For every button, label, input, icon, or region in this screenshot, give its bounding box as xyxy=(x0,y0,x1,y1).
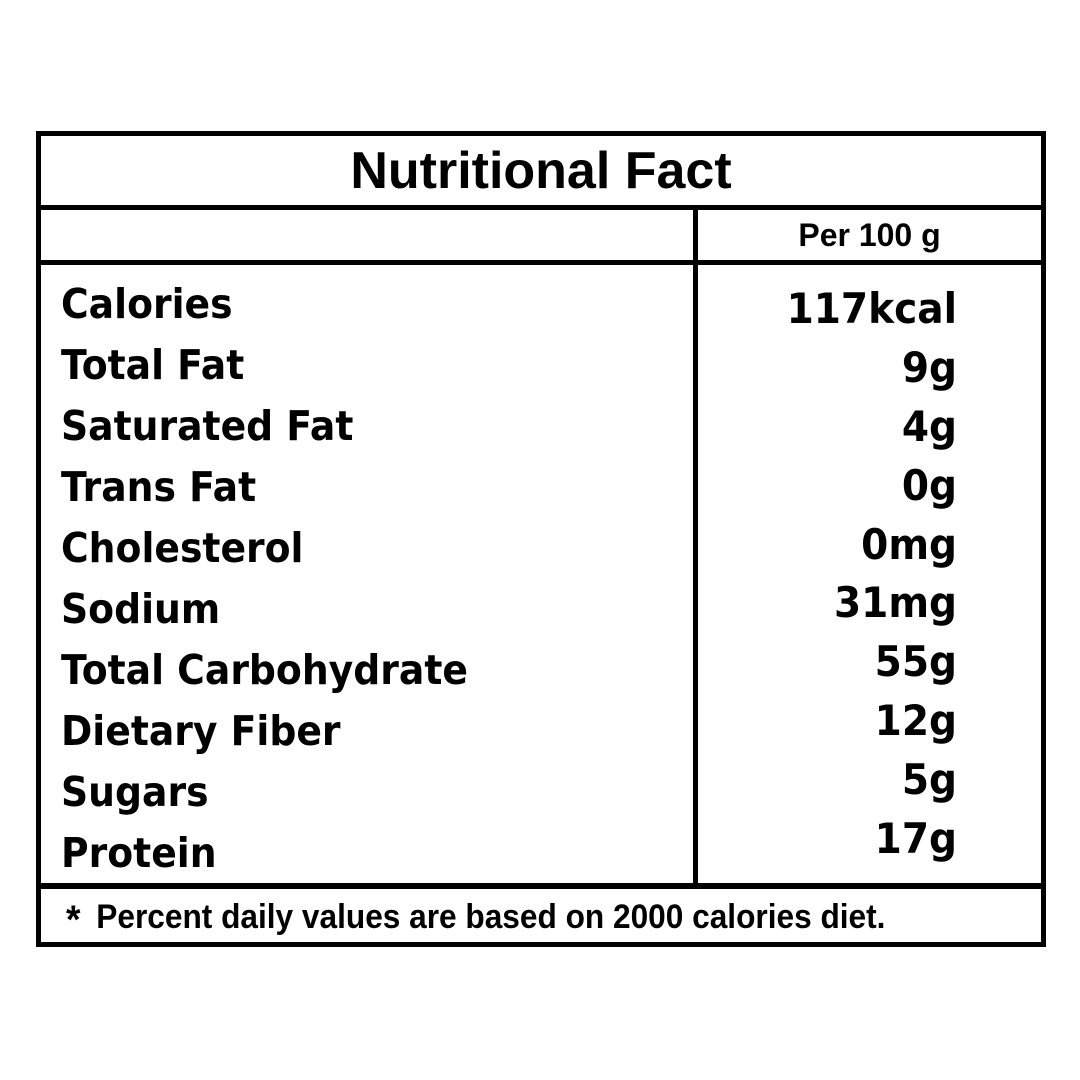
nutrient-label: Trans Fat xyxy=(61,462,257,511)
nutrient-label: Protein xyxy=(61,828,217,877)
nutrient-label: Saturated Fat xyxy=(61,401,354,450)
nutrient-label: Sodium xyxy=(61,584,221,633)
nutrient-label: Sugars xyxy=(61,767,209,816)
footnote: * Percent daily values are based on 2000… xyxy=(66,893,886,942)
nutrient-label: Total Fat xyxy=(61,340,245,389)
table-body: Calories Total Fat Saturated Fat Trans Fat C… xyxy=(41,265,1041,883)
nutrition-facts-table: Nutritional Fact Per 100 g Calories Total… xyxy=(36,131,1046,947)
header-cell-empty xyxy=(41,210,693,260)
table-title: Nutritional Fact xyxy=(350,141,732,200)
nutrient-label: Total Carbohydrate xyxy=(61,645,468,694)
table-title-row: Nutritional Fact xyxy=(41,136,1041,210)
nutrient-values-column: 117kcal 9g 4g 0g 0mg 31mg 55g 12g 5g 17g xyxy=(693,265,1041,883)
nutrient-value: 0mg xyxy=(861,519,957,569)
footnote-asterisk: * xyxy=(66,898,81,942)
nutrient-value: 55g xyxy=(874,637,957,687)
nutrient-label: Calories xyxy=(61,279,233,328)
nutrient-value: 17g xyxy=(874,814,957,864)
nutrient-value: 12g xyxy=(874,696,957,746)
footnote-text: Percent daily values are based on 2000 c… xyxy=(96,898,886,936)
nutrient-value: 117kcal xyxy=(786,283,957,333)
nutrient-value: 4g xyxy=(901,401,957,451)
nutrient-value: 0g xyxy=(901,460,957,510)
table-footnote-row: * Percent daily values are based on 2000… xyxy=(41,883,1041,942)
nutrient-labels-column: Calories Total Fat Saturated Fat Trans Fat C… xyxy=(41,265,693,883)
nutrient-label: Dietary Fiber xyxy=(61,706,341,755)
nutrient-label: Cholesterol xyxy=(61,523,304,572)
nutrient-value: 5g xyxy=(901,755,957,805)
table-header-row: Per 100 g xyxy=(41,210,1041,265)
header-cell-per-100g: Per 100 g xyxy=(693,210,1041,260)
nutrient-value: 9g xyxy=(901,342,957,392)
nutrient-value: 31mg xyxy=(833,578,957,628)
per-100g-label: Per 100 g xyxy=(798,216,941,253)
